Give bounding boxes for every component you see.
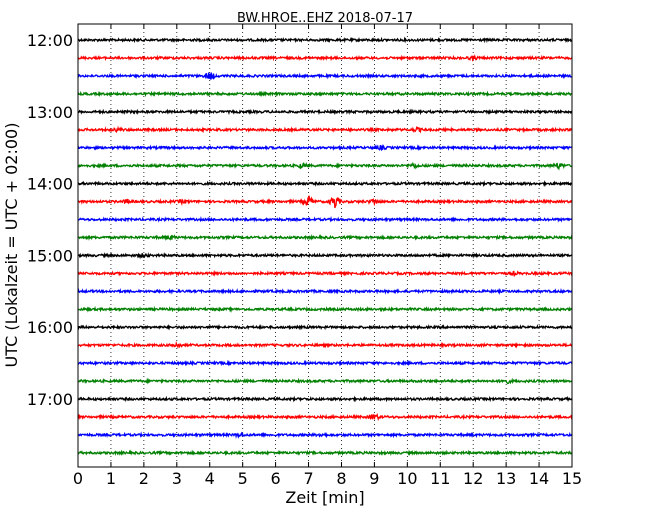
y-tick-label: 16:00 <box>27 318 73 337</box>
y-tick-label: 12:00 <box>27 31 73 50</box>
chart-title: BW.HROE..EHZ 2018-07-17 <box>237 11 413 26</box>
x-tick-label: 5 <box>238 469 248 488</box>
y-tick-label: 17:00 <box>27 390 73 409</box>
trace-line <box>77 72 573 80</box>
trace-line <box>77 144 573 152</box>
trace-line <box>77 108 573 116</box>
x-tick-label: 9 <box>369 469 379 488</box>
x-tick-label: 11 <box>430 469 450 488</box>
trace-line <box>77 269 573 278</box>
trace-line <box>77 125 573 134</box>
trace-line <box>77 395 573 403</box>
x-tick-label: 15 <box>562 469 582 488</box>
trace-line <box>77 36 573 44</box>
x-tick-label: 6 <box>271 469 281 488</box>
x-tick-label: 0 <box>73 469 83 488</box>
trace-line <box>77 323 573 331</box>
trace-line <box>77 195 573 209</box>
vertical-grid-lines <box>110 24 540 467</box>
trace-line <box>77 359 573 367</box>
x-tick-label: 2 <box>139 469 149 488</box>
trace-line <box>77 431 573 439</box>
trace-line <box>77 233 573 242</box>
y-tick-label: 15:00 <box>27 246 73 265</box>
x-tick-label: 13 <box>496 469 516 488</box>
trace-line <box>77 412 573 421</box>
trace-line <box>77 449 573 457</box>
trace-line <box>77 340 573 349</box>
seismogram-traces <box>77 36 573 457</box>
x-tick-label: 7 <box>303 469 313 488</box>
trace-line <box>77 305 573 313</box>
y-axis-ticks: 12:00 13:00 14:00 15:00 16:00 17:00 <box>27 31 572 409</box>
trace-line <box>77 215 573 223</box>
trace-line <box>77 179 573 188</box>
trace-line <box>77 90 573 98</box>
x-tick-label: 10 <box>397 469 417 488</box>
trace-line <box>77 251 573 260</box>
x-tick-label: 4 <box>205 469 215 488</box>
x-tick-label: 14 <box>529 469 549 488</box>
trace-line <box>77 161 573 171</box>
x-tick-label: 3 <box>172 469 182 488</box>
x-tick-label: 12 <box>463 469 483 488</box>
plot-frame <box>77 23 573 468</box>
x-tick-label: 8 <box>336 469 346 488</box>
trace-line <box>77 377 573 385</box>
trace-line <box>77 287 573 295</box>
y-tick-label: 13:00 <box>27 103 73 122</box>
trace-line <box>77 53 573 62</box>
y-tick-label: 14:00 <box>27 175 73 194</box>
y-axis-label: UTC (Lokalzeit = UTC + 02:00) <box>2 123 21 368</box>
x-tick-label: 1 <box>106 469 116 488</box>
x-axis-ticks: 0 1 2 3 4 5 6 7 8 9 10 11 12 13 14 15 <box>73 24 582 488</box>
x-axis-label: Zeit [min] <box>285 488 364 507</box>
